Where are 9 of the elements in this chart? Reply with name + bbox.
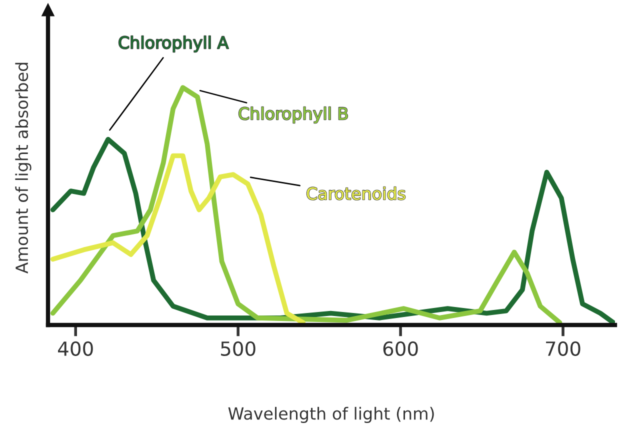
y-axis-title: Amount of light absorbed xyxy=(15,62,32,274)
x-axis-title: Wavelength of light (nm) xyxy=(228,406,434,424)
text: Carotenoids xyxy=(306,186,406,200)
x-tick-label: 500 xyxy=(221,341,256,356)
x-tick-label: 700 xyxy=(546,341,580,356)
text: Chlorophyll A xyxy=(118,36,229,52)
x-tick-label: 400 xyxy=(58,341,93,356)
text: Chlorophyll B xyxy=(238,106,348,124)
x-tick-label: 600 xyxy=(383,341,418,356)
